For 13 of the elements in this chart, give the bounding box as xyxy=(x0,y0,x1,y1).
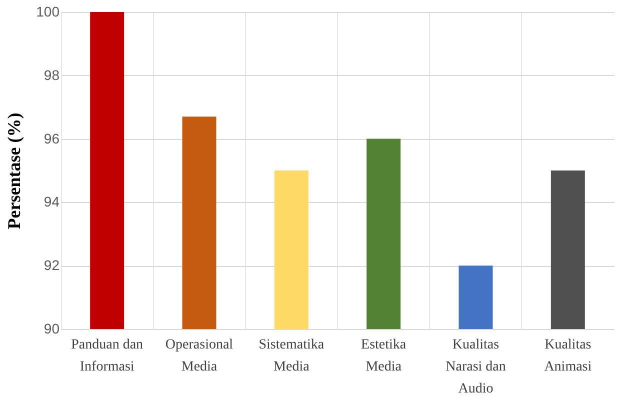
x-tick-label: Sistematika Media xyxy=(258,338,325,374)
x-tick-label: Estetika Media xyxy=(361,338,407,374)
x-tick-label: Kualitas Narasi dan Audio xyxy=(446,338,506,396)
x-tick-label: Panduan dan Informasi xyxy=(71,338,144,374)
x-tick-label: Operasional Media xyxy=(165,338,234,374)
y-tick-label: 98 xyxy=(44,66,60,83)
y-axis-title: Persentase (%) xyxy=(4,112,24,230)
y-tick-label: 90 xyxy=(44,320,60,336)
x-tick-label: Kualitas Animasi xyxy=(544,338,592,374)
y-tick-label: 92 xyxy=(44,257,60,274)
y-tick-label: 100 xyxy=(36,4,60,20)
y-tick-label: 96 xyxy=(44,130,60,146)
y-tick-label: 94 xyxy=(44,194,60,210)
